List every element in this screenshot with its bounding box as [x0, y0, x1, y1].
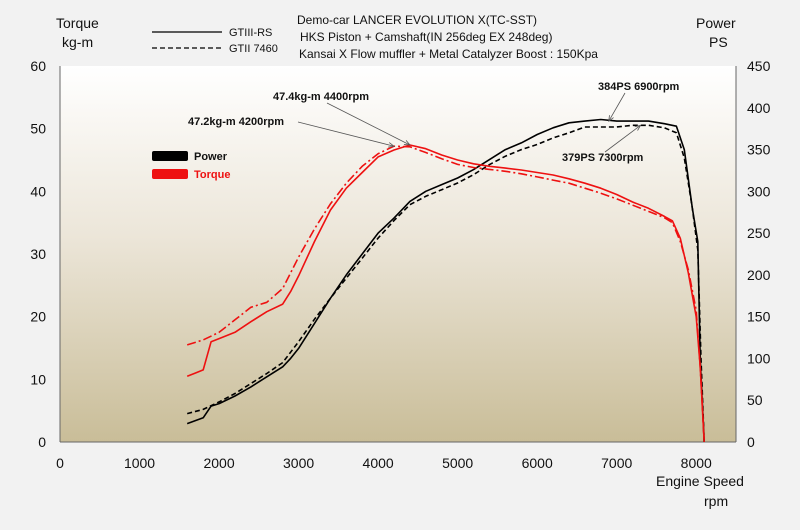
left-tick-label: 20	[30, 309, 46, 325]
legend-power-label: Power	[194, 151, 228, 163]
right-tick-label: 400	[747, 100, 771, 116]
header-line-2: HKS Piston + Camshaft(IN 256deg EX 248de…	[300, 30, 552, 44]
right-tick-label: 250	[747, 225, 771, 241]
power-gtii-7460-line	[186, 124, 705, 443]
header-line-1: Demo-car LANCER EVOLUTION X(TC-SST)	[297, 13, 537, 27]
x-tick-label: 2000	[203, 455, 234, 471]
left-tick-labels: 0 10 20 30 40 50 60	[30, 58, 46, 450]
right-tick-label: 450	[747, 58, 771, 74]
right-tick-label: 50	[747, 392, 763, 408]
right-axis-label-top: Power	[696, 15, 736, 31]
annotation-leader-1	[326, 102, 411, 146]
annotation-arrowhead-3	[634, 124, 642, 131]
x-tick-label: 0	[56, 455, 64, 471]
right-tick-label: 200	[747, 267, 771, 283]
annotation-power-gtiii: 384PS 6900rpm	[598, 81, 680, 93]
torque-gtiii-rs-line	[186, 144, 705, 443]
torque-gtii-7460-line	[186, 145, 705, 443]
x-tick-label: 1000	[124, 455, 155, 471]
legend-torque-label: Torque	[194, 169, 230, 181]
right-tick-label: 150	[747, 309, 771, 325]
x-tick-label: 3000	[283, 455, 314, 471]
x-tick-label: 4000	[363, 455, 394, 471]
left-tick-label: 60	[30, 58, 46, 74]
legend-solid-label: GTIII-RS	[229, 27, 272, 39]
x-axis-label-bottom: rpm	[704, 493, 728, 509]
x-axis-label-top: Engine Speed	[656, 473, 744, 489]
annotation-arrowhead-0	[388, 142, 396, 148]
legend-torque-swatch	[152, 169, 188, 179]
annotation-leader-0	[297, 121, 395, 147]
right-tick-label: 100	[747, 350, 771, 366]
header-line-3: Kansai X Flow muffler + Metal Catalyzer …	[299, 47, 598, 61]
right-tick-labels: 0 50 100 150 200 250 300 350 400 450	[747, 58, 771, 450]
annotation-arrowhead-2	[608, 115, 614, 123]
x-tick-label: 5000	[442, 455, 473, 471]
x-tick-label: 7000	[601, 455, 632, 471]
x-tick-labels: 0 1000 2000 3000 4000 5000 6000 7000 8000	[56, 455, 712, 471]
color-legend: Power Torque	[152, 151, 230, 181]
left-axis-label-top: Torque	[56, 15, 99, 31]
series-layer	[186, 118, 705, 443]
annotation-arrowhead-1	[403, 140, 411, 146]
right-axis-label-bottom: PS	[709, 34, 728, 50]
plot-area	[60, 66, 736, 442]
leader-layer	[297, 92, 642, 153]
line-style-legend: GTIII-RS GTII 7460	[152, 27, 278, 55]
annotation-leader-3	[604, 125, 641, 153]
annotation-leader-2	[608, 92, 626, 122]
right-tick-label: 350	[747, 142, 771, 158]
legend-power-swatch	[152, 151, 188, 161]
left-tick-label: 40	[30, 183, 46, 199]
annotation-torque-gtii: 47.2kg-m 4200rpm	[188, 116, 284, 128]
x-tick-label: 8000	[681, 455, 712, 471]
peak-annotations: 47.2kg-m 4200rpm 47.4kg-m 4400rpm 384PS …	[188, 81, 680, 164]
left-tick-label: 10	[30, 371, 46, 387]
annotation-power-gtii: 379PS 7300rpm	[562, 152, 644, 164]
legend-dashed-label: GTII 7460	[229, 43, 278, 55]
left-tick-label: 0	[38, 434, 46, 450]
right-tick-label: 300	[747, 183, 771, 199]
header-text: Demo-car LANCER EVOLUTION X(TC-SST) HKS …	[297, 13, 598, 61]
left-tick-label: 30	[30, 246, 46, 262]
x-tick-label: 6000	[522, 455, 553, 471]
annotation-torque-gtiii: 47.4kg-m 4400rpm	[273, 91, 369, 103]
left-axis-label-bottom: kg-m	[62, 34, 93, 50]
left-tick-label: 50	[30, 121, 46, 137]
power-gtiii-rs-line	[186, 118, 705, 443]
right-tick-label: 0	[747, 434, 755, 450]
